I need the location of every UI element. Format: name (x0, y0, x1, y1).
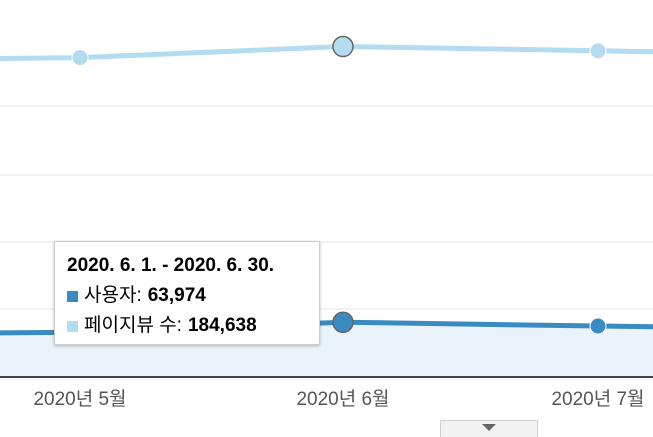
tooltip-pageviews-label: 페이지뷰 수: (84, 315, 182, 336)
tooltip-users-value: 63,974 (147, 285, 206, 306)
pageviews-data-point[interactable] (589, 42, 607, 60)
pageviews-legend-swatch (67, 320, 78, 332)
users-data-point[interactable] (589, 317, 607, 335)
x-tick-label: 2020년 6월 (296, 388, 389, 410)
data-tooltip: 2020. 6. 1. - 2020. 6. 30. 사용자: 63,974 페… (54, 241, 320, 345)
tooltip-pageviews-value: 184,638 (187, 315, 257, 336)
chart-scroll-handle[interactable] (440, 420, 538, 437)
chevron-down-icon (482, 424, 496, 431)
x-tick-label: 2020년 7월 (551, 388, 644, 410)
tooltip-row-users: 사용자: 63,974 (67, 284, 307, 308)
pageviews-data-point[interactable] (71, 49, 89, 67)
pageviews-data-point[interactable] (332, 35, 354, 58)
users-legend-swatch (67, 290, 78, 302)
tooltip-users-label: 사용자: (84, 285, 142, 306)
tooltip-title: 2020. 6. 1. - 2020. 6. 30. (67, 255, 275, 276)
users-data-point[interactable] (332, 311, 354, 333)
tooltip-row-pageviews: 페이지뷰 수: 184,638 (67, 314, 307, 338)
x-tick-label: 2020년 5월 (33, 388, 126, 410)
pageviews-series-line (0, 44, 653, 61)
